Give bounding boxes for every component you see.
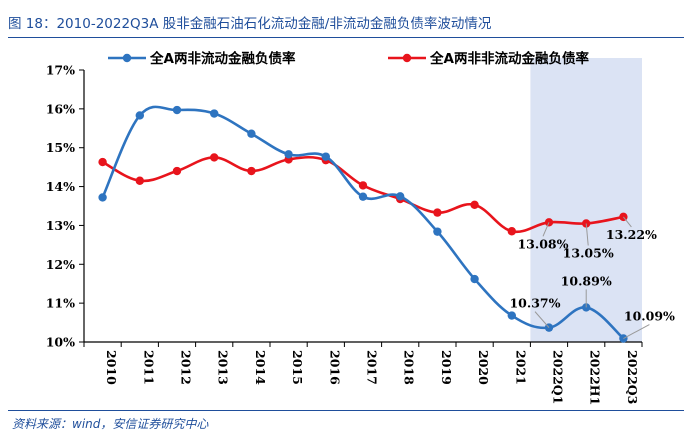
axes-layer: 10% 11% 12% 13% 14% 15% 16% 17% 2010 2011 2012 2013… <box>46 63 643 405</box>
label-leader <box>623 324 650 339</box>
data-label: 13.08% <box>517 236 568 251</box>
series-point-0 <box>321 152 330 161</box>
series-point-1 <box>507 227 516 236</box>
figure-title: 图 18：2010-2022Q3A 股非金融石油石化流动金融/非流动金融负债率波… <box>8 16 492 32</box>
data-label: 10.09% <box>624 309 675 324</box>
y-tick-label: 14% <box>46 179 75 194</box>
series-point-0 <box>247 129 256 138</box>
line-chart: 10% 11% 12% 13% 14% 15% 16% 17% 2010 2011 2012 2013… <box>46 50 675 405</box>
series-point-0 <box>172 105 182 115</box>
data-label: 13.05% <box>563 245 614 260</box>
x-tick-label: 2015 <box>290 350 305 385</box>
y-tick-label: 10% <box>46 335 75 350</box>
series-layer <box>98 105 628 343</box>
series-point-1 <box>172 166 182 176</box>
y-tick-label: 17% <box>46 63 75 78</box>
label-leader <box>623 216 632 228</box>
x-tick-label: 2021 <box>513 350 528 385</box>
legend-swatch-marker <box>122 53 132 63</box>
x-tick-label: 2019 <box>439 350 454 385</box>
y-tick-label: 12% <box>46 257 75 272</box>
x-tick-label: 2010 <box>104 350 119 385</box>
data-label: 10.89% <box>561 273 612 288</box>
x-tick-label: 2020 <box>476 350 491 385</box>
label-leader <box>534 311 550 328</box>
x-tick-label: 2022Q3 <box>625 350 640 404</box>
series-point-1 <box>470 200 479 210</box>
series-point-0 <box>396 192 405 201</box>
y-tick-label: 13% <box>46 218 75 233</box>
x-tick-label: 2016 <box>327 350 342 385</box>
series-point-0 <box>284 150 293 159</box>
series-point-0 <box>470 274 479 284</box>
label-leader <box>542 222 550 237</box>
x-tick-label: 2013 <box>216 350 231 385</box>
series-point-1 <box>358 181 368 190</box>
y-tick-label: 16% <box>46 101 75 116</box>
x-tick-label: 2014 <box>253 350 268 385</box>
legend: 全A两非流动金融负债率 全A两非非流动金融负债率 <box>108 50 589 67</box>
x-tick-label: 2011 <box>141 350 156 385</box>
x-tick-label: 2022H1 <box>588 350 603 405</box>
source-divider <box>8 410 684 411</box>
series-point-1 <box>210 153 219 162</box>
data-label-layer: 10.37%10.89% 10.09% 13.08%13.05% 13.22% <box>509 216 675 339</box>
x-tick-label: 2018 <box>402 350 417 385</box>
label-leader <box>585 223 589 246</box>
series-point-1 <box>98 157 107 167</box>
series-point-0 <box>98 193 107 202</box>
legend-label: 全A两非非流动金融负债率 <box>429 50 589 67</box>
title-divider <box>8 37 684 38</box>
series-point-0 <box>433 227 442 236</box>
data-label: 10.37% <box>509 296 560 311</box>
data-label: 13.22% <box>606 227 657 242</box>
series-point-0 <box>507 311 516 320</box>
x-tick-label: 2012 <box>179 350 194 385</box>
series-point-1 <box>247 166 256 176</box>
series-point-1 <box>135 176 144 185</box>
source-note: 资料来源：wind，安信证券研究中心 <box>12 417 209 431</box>
series-point-0 <box>358 192 368 201</box>
series-point-0 <box>210 109 219 118</box>
legend-label: 全A两非流动金融负债率 <box>149 50 296 67</box>
y-tick-label: 15% <box>46 140 75 155</box>
y-tick-label: 11% <box>46 296 75 311</box>
series-point-1 <box>433 208 442 217</box>
series-point-0 <box>135 111 144 120</box>
x-tick-label: 2017 <box>365 350 380 385</box>
x-tick-label: 2022Q1 <box>551 350 566 404</box>
legend-swatch-marker <box>402 53 412 63</box>
